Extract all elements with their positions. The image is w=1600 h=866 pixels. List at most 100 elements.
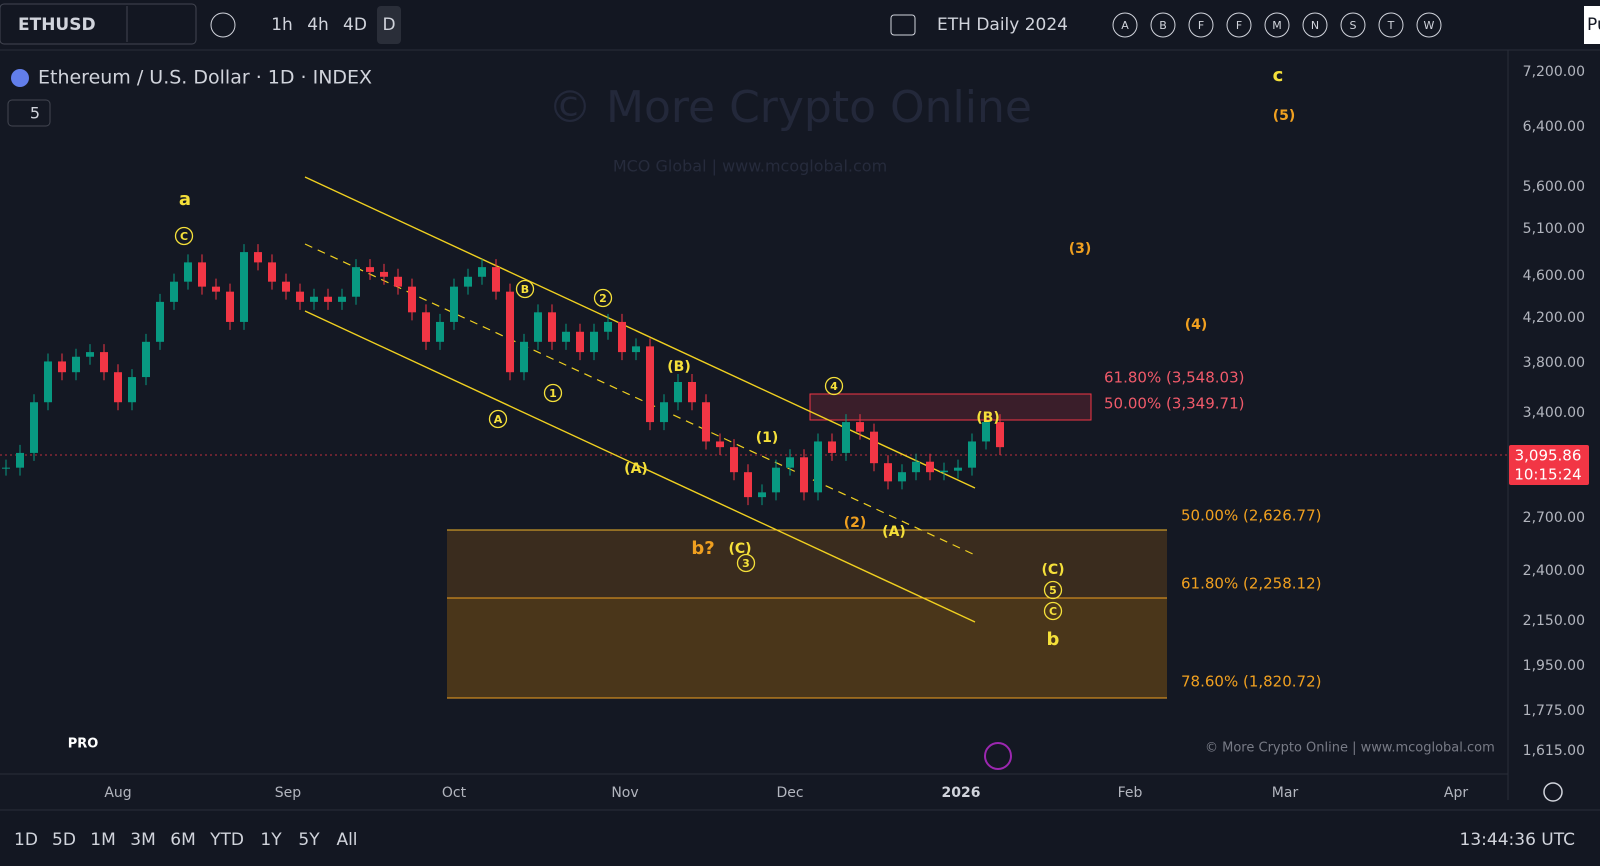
publish-label[interactable]: Pu bbox=[1587, 15, 1600, 35]
candle bbox=[408, 286, 416, 313]
candle bbox=[128, 377, 136, 403]
candle bbox=[30, 402, 38, 453]
wave-circle bbox=[488, 409, 508, 429]
candle bbox=[114, 372, 122, 403]
candle bbox=[632, 346, 640, 353]
wave-circle bbox=[736, 553, 756, 573]
wave-label: (4) bbox=[1185, 317, 1208, 333]
clock: 13:44:36 UTC bbox=[1460, 830, 1575, 850]
wave-circle bbox=[1043, 580, 1063, 600]
alert-letter[interactable]: F bbox=[1198, 19, 1204, 32]
time-label: Aug bbox=[104, 785, 131, 801]
candle bbox=[198, 262, 206, 287]
last-price-box bbox=[1509, 445, 1589, 485]
range-button[interactable]: 3M bbox=[130, 830, 155, 850]
interval[interactable]: D bbox=[382, 15, 395, 35]
candle bbox=[310, 296, 318, 302]
eth-icon bbox=[11, 69, 29, 87]
alert-letter[interactable]: W bbox=[1424, 19, 1435, 32]
range-button[interactable]: 1D bbox=[14, 830, 38, 850]
layout-icon[interactable] bbox=[890, 14, 916, 36]
fib-label: 50.00% (2,626.77) bbox=[1181, 507, 1321, 525]
time-label: Sep bbox=[275, 785, 302, 801]
candle bbox=[422, 312, 430, 342]
interval[interactable]: 1h bbox=[271, 15, 293, 35]
candle bbox=[800, 457, 808, 493]
alert-circle[interactable] bbox=[1416, 12, 1442, 38]
last-price: 3,095.86 bbox=[1515, 447, 1582, 465]
candle bbox=[72, 356, 80, 373]
alert-circle[interactable] bbox=[1112, 12, 1138, 38]
range-button[interactable]: 6M bbox=[170, 830, 195, 850]
candle bbox=[688, 381, 696, 403]
alert-circle[interactable] bbox=[1340, 12, 1366, 38]
alert-circle[interactable] bbox=[1188, 12, 1214, 38]
alert-letter[interactable]: N bbox=[1311, 19, 1319, 32]
wave-label: A bbox=[494, 413, 503, 426]
wave-label: (5) bbox=[1273, 108, 1296, 124]
time-label: Feb bbox=[1118, 785, 1143, 801]
range-button[interactable]: 1M bbox=[90, 830, 115, 850]
layout-name[interactable]: ETH Daily 2024 bbox=[937, 15, 1068, 35]
candle bbox=[982, 422, 990, 442]
range-button[interactable]: 1Y bbox=[260, 830, 282, 850]
candle bbox=[814, 441, 822, 493]
candle bbox=[506, 291, 514, 373]
time-label: Apr bbox=[1444, 785, 1468, 801]
candle bbox=[954, 467, 962, 471]
candle bbox=[44, 361, 52, 403]
alert-letter[interactable]: B bbox=[1159, 19, 1167, 32]
alert-circle[interactable] bbox=[1264, 12, 1290, 38]
alert-circle[interactable] bbox=[1226, 12, 1252, 38]
fib-label: 61.80% (2,258.12) bbox=[1181, 575, 1321, 593]
price-label: 7,200.00 bbox=[1523, 64, 1585, 80]
publish-button[interactable] bbox=[1584, 6, 1600, 44]
candle bbox=[674, 381, 682, 403]
bottom-bar bbox=[0, 810, 1600, 866]
alert-circle[interactable] bbox=[1150, 12, 1176, 38]
alert-letter[interactable]: F bbox=[1236, 19, 1242, 32]
alert-letter[interactable]: S bbox=[1350, 19, 1357, 32]
interval[interactable]: 4h bbox=[307, 15, 329, 35]
candle bbox=[100, 352, 108, 373]
price-label: 3,400.00 bbox=[1523, 405, 1585, 421]
settings-icon[interactable] bbox=[1543, 782, 1563, 802]
candle bbox=[282, 281, 290, 292]
lightning-icon[interactable] bbox=[984, 742, 1012, 770]
range-button[interactable]: 5Y bbox=[298, 830, 320, 850]
candle bbox=[478, 267, 486, 277]
candle bbox=[254, 252, 262, 263]
candle bbox=[212, 286, 220, 292]
wave-label: (3) bbox=[1069, 241, 1092, 257]
interval[interactable]: 4D bbox=[343, 15, 367, 35]
candle bbox=[86, 352, 94, 357]
candle bbox=[534, 312, 542, 342]
symbol[interactable]: ETHUSD bbox=[18, 15, 96, 35]
wave-label: (A) bbox=[624, 461, 648, 477]
indicator-count[interactable]: 5 bbox=[30, 104, 40, 123]
candle bbox=[646, 346, 654, 423]
alert-letter[interactable]: A bbox=[1121, 19, 1129, 32]
wave-label: C bbox=[1049, 605, 1057, 618]
compare-button[interactable] bbox=[210, 12, 236, 38]
alert-letter[interactable]: M bbox=[1272, 19, 1282, 32]
price-label: 4,200.00 bbox=[1523, 310, 1585, 326]
price-label: 2,400.00 bbox=[1523, 563, 1585, 579]
range-button[interactable]: All bbox=[336, 830, 357, 850]
alert-letter[interactable]: T bbox=[1387, 19, 1395, 32]
alert-circle[interactable] bbox=[1302, 12, 1328, 38]
symbol-box[interactable] bbox=[0, 3, 197, 45]
fib-label: 78.60% (1,820.72) bbox=[1181, 673, 1321, 691]
fib-label: 61.80% (3,548.03) bbox=[1104, 369, 1244, 387]
wave-label: (A) bbox=[882, 524, 906, 540]
price-label: 1,615.00 bbox=[1523, 743, 1585, 759]
wave-label: (C) bbox=[1041, 562, 1064, 578]
indicator-toggle[interactable] bbox=[7, 99, 51, 127]
range-button[interactable]: 5D bbox=[52, 830, 76, 850]
watermark-title: © More Crypto Online bbox=[548, 82, 1032, 133]
range-button[interactable]: YTD bbox=[209, 830, 244, 850]
alert-circle[interactable] bbox=[1378, 12, 1404, 38]
candle bbox=[548, 312, 556, 342]
